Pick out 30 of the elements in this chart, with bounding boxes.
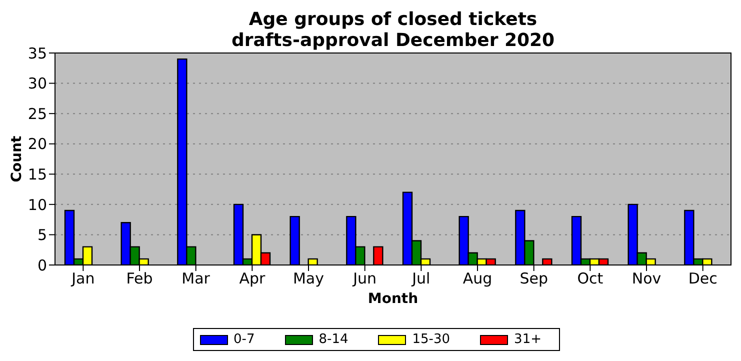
x-tick-label: Mar [182, 270, 211, 288]
x-tick-label: Feb [126, 270, 153, 288]
legend-label: 8-14 [318, 332, 348, 347]
x-tick-label: Apr [239, 270, 266, 288]
bar [290, 216, 300, 265]
x-tick-label: Jun [352, 270, 377, 288]
x-tick-label: Oct [577, 270, 604, 288]
bar [373, 246, 384, 265]
x-tick-label: Jan [70, 270, 95, 288]
y-tick-label: 0 [37, 256, 47, 274]
y-tick-label: 15 [28, 165, 47, 184]
x-tick-label: Aug [462, 270, 492, 288]
y-tick-label: 20 [28, 135, 47, 154]
y-tick-label: 25 [28, 104, 47, 123]
x-tick-label: Dec [688, 270, 718, 288]
legend-label: 0-7 [234, 332, 255, 347]
y-axis-title: Count [9, 135, 25, 182]
x-tick-label: Nov [632, 270, 662, 288]
x-axis-title: Month [368, 290, 418, 307]
chart-title: Age groups of closed tickets drafts-approval December 2020 [231, 9, 555, 51]
bar [542, 258, 552, 265]
y-tick-label: 10 [28, 196, 47, 214]
y-tick-label: 30 [28, 74, 47, 93]
y-tick-label: 5 [37, 226, 47, 244]
x-tick-label: Jul [411, 270, 430, 288]
y-tick-label: 35 [28, 44, 47, 62]
legend-label: 15-30 [412, 332, 450, 347]
x-tick-label: Sep [520, 270, 548, 288]
x-tick-label: May [292, 270, 324, 288]
legend-label: 31+ [514, 332, 542, 347]
